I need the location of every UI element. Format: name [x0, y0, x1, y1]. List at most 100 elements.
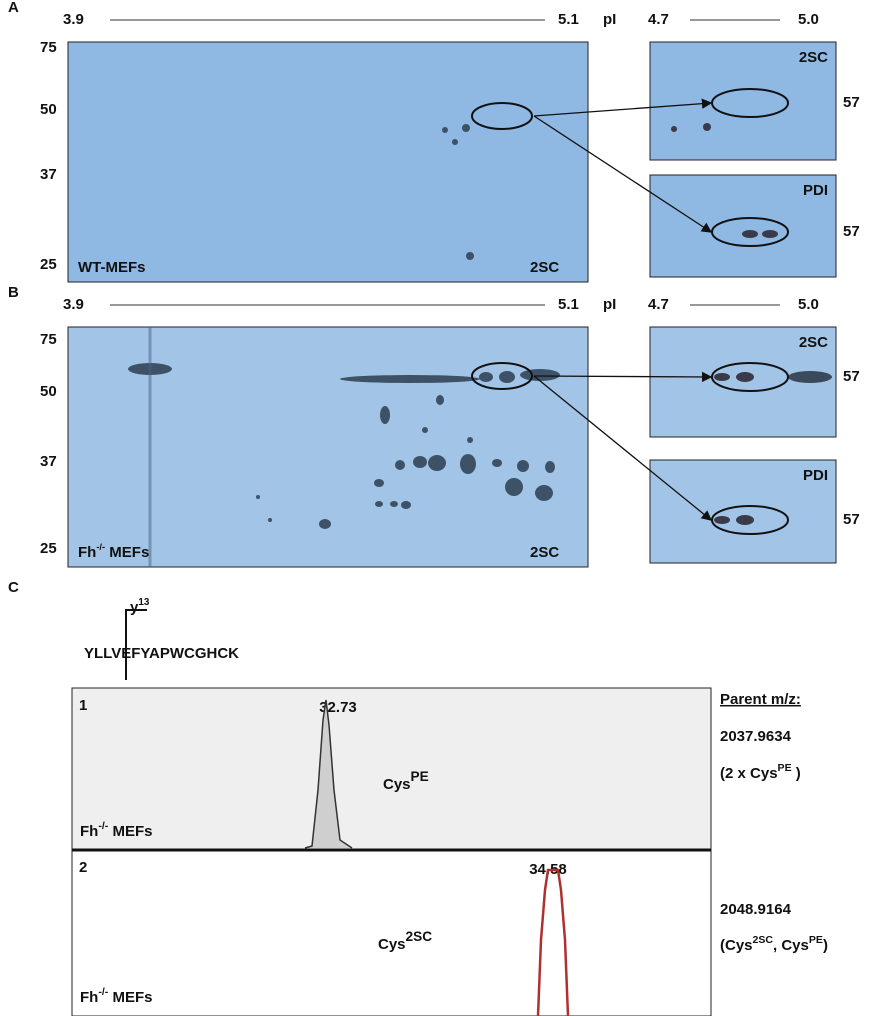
- gel-spot: [390, 501, 398, 507]
- parent-title: Parent m/z:: [720, 691, 801, 708]
- panel-label: C: [8, 579, 19, 596]
- superscript: 13: [138, 597, 150, 608]
- text-part: MEFs: [108, 823, 152, 840]
- gel-spot: [517, 460, 529, 472]
- inset-label: 2SC: [799, 49, 828, 66]
- gel-spot: [256, 495, 260, 499]
- sample-label: Fh-/- MEFs: [80, 986, 152, 1006]
- mw-label: 75: [40, 39, 57, 56]
- inset-pi-end: 5.0: [798, 11, 819, 28]
- gel-spot: [479, 372, 493, 382]
- gel-spot: [452, 139, 458, 145]
- gel-spot: [375, 501, 383, 507]
- pi-start: 3.9: [63, 296, 84, 313]
- mw-label: 37: [40, 453, 57, 470]
- sample-label: WT-MEFs: [78, 259, 146, 276]
- gel-spot: [736, 515, 754, 525]
- inset-pi-start: 4.7: [648, 11, 669, 28]
- gel-spot: [374, 479, 384, 487]
- gel-spot: [762, 230, 778, 238]
- superscript: PE: [411, 769, 429, 784]
- gel-spot: [788, 371, 832, 383]
- text-part: Cys: [378, 936, 406, 953]
- mw-label: 25: [40, 256, 57, 273]
- superscript: 2SC: [753, 934, 774, 946]
- mw-label: 25: [40, 540, 57, 557]
- text-part: (2 x Cys: [720, 765, 778, 782]
- peptide-sequence: YLLVEFYAPWCGHCK: [84, 645, 239, 662]
- inset-mw: 57: [843, 223, 860, 240]
- gel-spot: [714, 373, 730, 381]
- gel-spot: [436, 395, 444, 405]
- gel-spot: [460, 454, 476, 474]
- inset-mw: 57: [843, 511, 860, 528]
- gel-spot: [466, 252, 474, 260]
- figure: A 3.9 5.1 pI 4.7 5.0 75 50 37 25 WT-MEFs 2SC 2SC 57 PD…: [0, 0, 884, 1016]
- gel-spot: [380, 406, 390, 424]
- inset-mw: 57: [843, 368, 860, 385]
- chromatogram-panel: [72, 688, 711, 850]
- text-part: ): [792, 765, 801, 782]
- trace-index: 1: [79, 697, 87, 714]
- inset-label: PDI: [803, 467, 828, 484]
- pi-end: 5.1: [558, 296, 579, 313]
- text-part: Fh: [78, 544, 96, 561]
- gel-spot: [442, 127, 448, 133]
- gel-spot: [492, 459, 502, 467]
- gel-spot: [520, 369, 560, 381]
- superscript: -/-: [98, 820, 108, 832]
- mw-label: 50: [40, 101, 57, 118]
- gel-spot: [467, 437, 473, 443]
- gel-spot: [462, 124, 470, 132]
- panel-label: B: [8, 284, 19, 301]
- gel-label: 2SC: [530, 259, 559, 276]
- gel-spot: [535, 485, 553, 501]
- parent-mz: 2048.9164: [720, 901, 792, 918]
- pi-unit: pI: [603, 11, 616, 28]
- superscript: -/-: [96, 542, 105, 552]
- gel-spot: [671, 126, 677, 132]
- gel-spot: [499, 371, 515, 383]
- gel-spot: [340, 375, 480, 383]
- mw-label: 50: [40, 383, 57, 400]
- superscript: PE: [778, 762, 792, 774]
- inset-label: PDI: [803, 182, 828, 199]
- gel-spot: [422, 427, 428, 433]
- gel-spot: [742, 230, 758, 238]
- parent-mz: 2037.9634: [720, 728, 792, 745]
- panel-label: A: [8, 0, 19, 16]
- gel-spot: [736, 372, 754, 382]
- text-part: ): [823, 937, 828, 954]
- superscript: -/-: [98, 986, 108, 998]
- text-part: Fh: [80, 823, 98, 840]
- pi-end: 5.1: [558, 11, 579, 28]
- gel-spot: [401, 501, 411, 509]
- gel-spot: [319, 519, 331, 529]
- sample-label: Fh-/- MEFs: [78, 542, 149, 561]
- inset-pi-end: 5.0: [798, 296, 819, 313]
- gel-spot: [268, 518, 272, 522]
- parent-note: (2 x CysPE ): [720, 762, 801, 782]
- text-part: Fh: [80, 989, 98, 1006]
- mw-label: 75: [40, 331, 57, 348]
- inset-label: 2SC: [799, 334, 828, 351]
- inset-mw: 57: [843, 94, 860, 111]
- text-part: WT-MEFs: [78, 259, 146, 276]
- chromatogram-panel: [72, 850, 711, 1016]
- sample-label: Fh-/- MEFs: [80, 820, 152, 840]
- gel-spot: [413, 456, 427, 468]
- gel-spot: [505, 478, 523, 496]
- mw-label: 37: [40, 166, 57, 183]
- superscript: 2SC: [406, 929, 433, 944]
- text-part: Cys: [383, 776, 411, 793]
- pi-unit: pI: [603, 296, 616, 313]
- gel-spot: [395, 460, 405, 470]
- superscript: PE: [809, 934, 823, 946]
- gel-spot: [714, 516, 730, 524]
- gel: [68, 42, 588, 282]
- gel-label: 2SC: [530, 544, 559, 561]
- fragment-ion: y13: [130, 597, 150, 616]
- text-part: (Cys: [720, 937, 753, 954]
- gel-spot: [428, 455, 446, 471]
- pi-start: 3.9: [63, 11, 84, 28]
